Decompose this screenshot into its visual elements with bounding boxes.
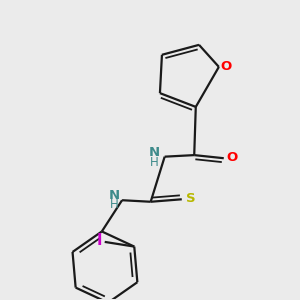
Text: H: H — [150, 156, 159, 169]
Text: H: H — [110, 198, 119, 212]
Text: S: S — [186, 192, 195, 205]
Text: N: N — [109, 189, 120, 202]
Text: O: O — [227, 151, 238, 164]
Text: I: I — [96, 233, 102, 248]
Text: O: O — [220, 60, 231, 73]
Text: N: N — [149, 146, 160, 159]
